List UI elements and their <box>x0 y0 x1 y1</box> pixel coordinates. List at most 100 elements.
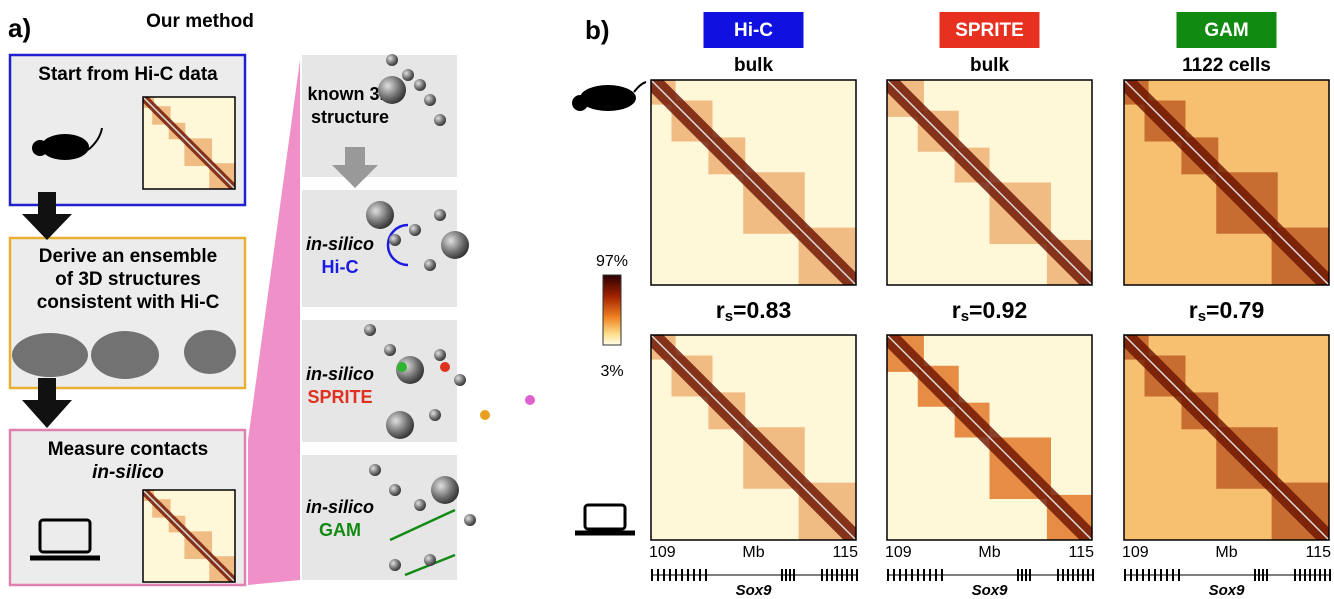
panel-title: Our method <box>146 11 254 32</box>
gene-exon <box>1025 569 1027 581</box>
step-text: consistent with Hi-C <box>37 292 220 313</box>
heatmap <box>1124 80 1329 285</box>
tag-dot <box>525 395 535 405</box>
sample-label: bulk <box>970 55 1009 76</box>
heatmap <box>651 335 856 540</box>
gene-exon <box>1130 569 1132 581</box>
gene-label: Sox9 <box>1209 582 1246 599</box>
gene-exon <box>1178 569 1180 581</box>
gene-exon <box>917 569 919 581</box>
gene-exon <box>1299 569 1301 581</box>
gene-exon <box>935 569 937 581</box>
ball <box>389 484 401 496</box>
colorbar-label: 3% <box>600 363 623 380</box>
sim-text: SPRITE <box>307 387 372 407</box>
ball <box>369 464 381 476</box>
axis-start: 109 <box>1122 544 1149 561</box>
axis-unit: Mb <box>1215 544 1237 561</box>
gene-label: Sox9 <box>736 582 773 599</box>
heatmap <box>143 97 235 189</box>
gene-label: Sox9 <box>972 582 1009 599</box>
axis-start: 109 <box>649 544 676 561</box>
gene-exon <box>1017 569 1019 581</box>
gene-exon <box>899 569 901 581</box>
gene-exon <box>1329 569 1331 581</box>
ball <box>386 54 398 66</box>
ball <box>431 476 459 504</box>
heatmap <box>651 80 856 285</box>
panel-label: a) <box>8 13 31 43</box>
ball <box>414 79 426 91</box>
ball <box>366 201 394 229</box>
gene-exon <box>905 569 907 581</box>
gene-exon <box>929 569 931 581</box>
tag-dot <box>480 410 490 420</box>
correlation-subscript: s <box>725 308 733 325</box>
correlation: rs=0.79 <box>1189 297 1265 325</box>
gene-exon <box>826 569 828 581</box>
correlation-value: =0.83 <box>733 297 791 323</box>
panel-label: b) <box>585 15 610 45</box>
gene-exon <box>1092 569 1094 581</box>
gene-exon <box>1166 569 1168 581</box>
gene-exon <box>1124 569 1126 581</box>
ball <box>454 374 466 386</box>
gene-exon <box>911 569 913 581</box>
gene-exon <box>687 569 689 581</box>
heatmap <box>887 335 1092 540</box>
sim-text: in-silico <box>306 234 374 254</box>
gene-exon <box>923 569 925 581</box>
gene-exon <box>1324 569 1326 581</box>
gene-exon <box>941 569 943 581</box>
ball <box>389 234 401 246</box>
gene-exon <box>669 569 671 581</box>
correlation-value: =0.92 <box>969 297 1027 323</box>
gene-exon <box>1087 569 1089 581</box>
gene-exon <box>699 569 701 581</box>
gene-exon <box>1136 569 1138 581</box>
step-text: Start from Hi-C data <box>38 64 218 85</box>
axis-end: 115 <box>832 544 858 561</box>
gene-exon <box>1029 569 1031 581</box>
gene-exon <box>1154 569 1156 581</box>
figure: a) Our method Start from Hi-C data Deriv… <box>0 0 1334 599</box>
ball <box>384 344 396 356</box>
axis-start: 109 <box>885 544 912 561</box>
correlation-symbol: r <box>716 297 725 323</box>
ball <box>409 224 421 236</box>
sim-text: in-silico <box>306 364 374 384</box>
correlation-symbol: r <box>1189 297 1198 323</box>
gene-exon <box>785 569 787 581</box>
gene-exon <box>1258 569 1260 581</box>
gene-exon <box>675 569 677 581</box>
gene-exon <box>1266 569 1268 581</box>
sample-label: bulk <box>734 55 773 76</box>
gene-exon <box>1304 569 1306 581</box>
tag-dot <box>397 362 407 372</box>
gene-exon <box>1067 569 1069 581</box>
gene-exon <box>1077 569 1079 581</box>
gene-exon <box>781 569 783 581</box>
sample-label: 1122 cells <box>1182 55 1271 76</box>
gene-exon <box>1314 569 1316 581</box>
gene-exon <box>1294 569 1296 581</box>
correlation-subscript: s <box>1198 308 1206 325</box>
ball <box>389 559 401 571</box>
gene-exon <box>705 569 707 581</box>
gene-exon <box>856 569 858 581</box>
method-header: Hi-C <box>734 20 773 41</box>
ball <box>464 514 476 526</box>
gene-exon <box>793 569 795 581</box>
gene-exon <box>831 569 833 581</box>
axis-end: 115 <box>1068 544 1094 561</box>
method-header: GAM <box>1204 20 1248 41</box>
gene-exon <box>789 569 791 581</box>
gene-exon <box>836 569 838 581</box>
ball <box>441 231 469 259</box>
funnel <box>248 60 300 585</box>
ball <box>429 409 441 421</box>
axis-unit: Mb <box>742 544 764 561</box>
gene-exon <box>1021 569 1023 581</box>
sim-text: in-silico <box>306 497 374 517</box>
ball <box>424 259 436 271</box>
